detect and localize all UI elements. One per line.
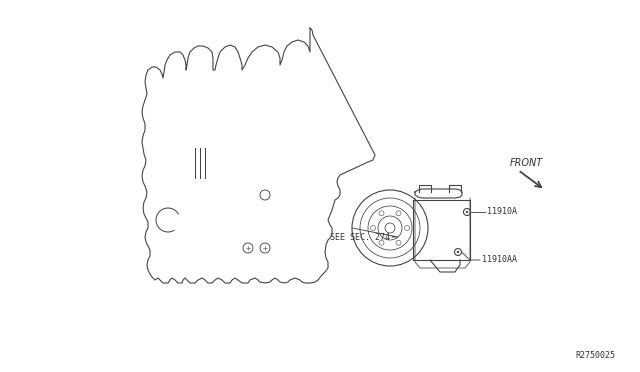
Text: FRONT: FRONT — [510, 158, 543, 168]
Circle shape — [466, 211, 468, 213]
Text: R2750025: R2750025 — [575, 351, 615, 360]
Text: 11910A: 11910A — [487, 208, 517, 217]
Circle shape — [457, 251, 460, 253]
Text: 11910AA: 11910AA — [482, 256, 517, 264]
Text: SEE SEC. 274: SEE SEC. 274 — [330, 232, 390, 241]
